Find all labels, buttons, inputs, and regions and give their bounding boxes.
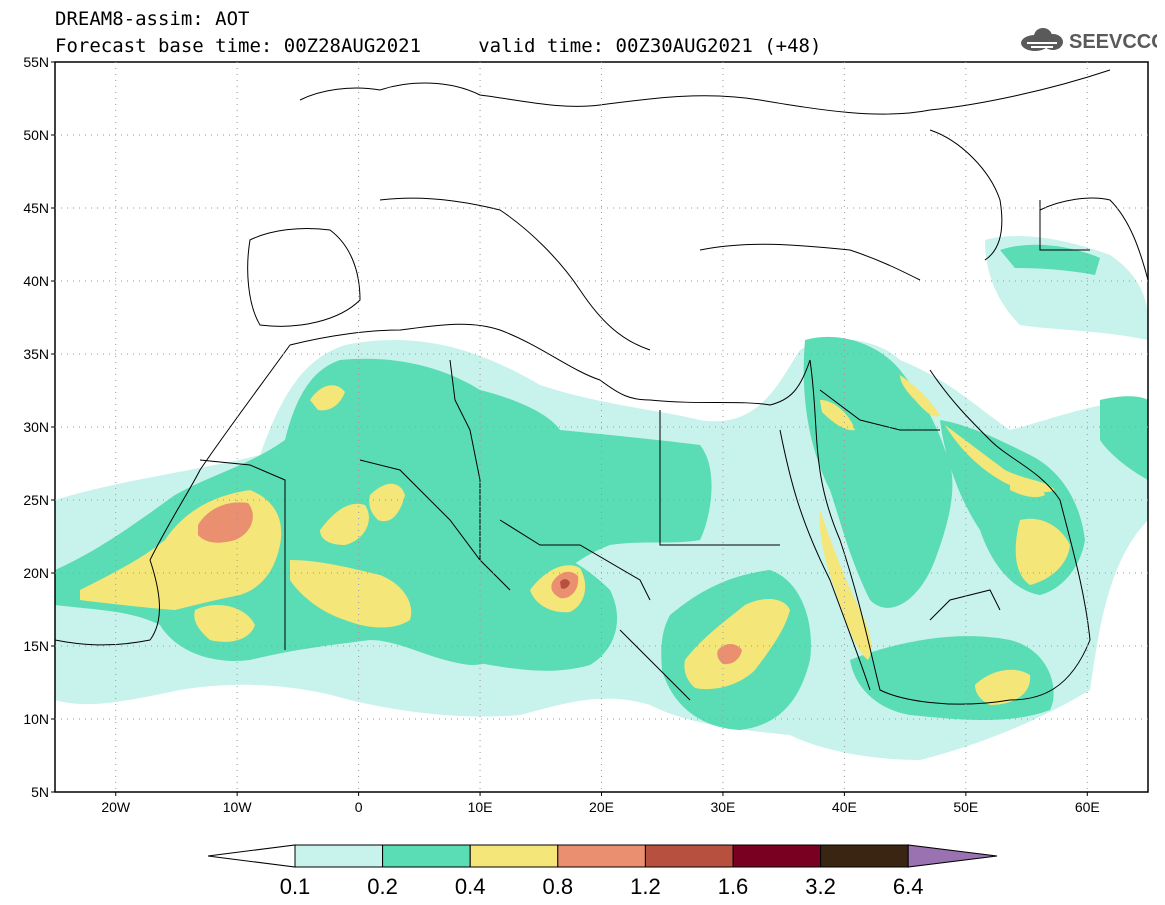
lat-label: 25N [23, 492, 49, 508]
colorbar-bin [644, 844, 734, 868]
colorbar-bin [294, 844, 384, 868]
cloud-icon [1021, 28, 1063, 51]
lon-label: 10E [468, 799, 493, 815]
coastlines-and-borders [55, 69, 1148, 705]
lat-label: 20N [23, 565, 49, 581]
colorbar-label: 3.2 [805, 874, 836, 899]
colorbar-label: 1.2 [630, 874, 661, 899]
lat-label: 5N [31, 784, 49, 800]
lon-label: 20E [589, 799, 614, 815]
colorbar-label: 0.8 [543, 874, 574, 899]
lat-label: 50N [23, 127, 49, 143]
aot-level-1.2 [560, 579, 570, 589]
colorbar-label: 0.2 [367, 874, 398, 899]
logo-text: SEEVCCC [1069, 31, 1157, 53]
lat-label: 30N [23, 419, 49, 435]
colorbar-under-arrow [207, 844, 296, 868]
latitude-labels: 55N 50N 45N 40N 35N 30N 25N 20N 15N 10N 5N [23, 54, 49, 800]
lat-label: 45N [23, 200, 49, 216]
colorbar-label: 6.4 [893, 874, 924, 899]
colorbar-bin [732, 844, 822, 868]
lon-label: 10W [223, 799, 253, 815]
lat-label: 55N [23, 54, 49, 70]
longitude-labels: 20W 10W 0 10E 20E 30E 40E 50E 60E [101, 799, 1099, 815]
colorbar-bin [469, 844, 559, 868]
lat-label: 40N [23, 273, 49, 289]
lon-label: 50E [953, 799, 978, 815]
lon-label: 30E [710, 799, 735, 815]
lat-label: 35N [23, 346, 49, 362]
forecast-times: Forecast base time: 00Z28AUG2021 valid t… [55, 35, 822, 57]
lon-label: 60E [1075, 799, 1100, 815]
colorbar-over-arrow [907, 844, 998, 868]
lat-label: 15N [23, 638, 49, 654]
lat-label: 10N [23, 711, 49, 727]
axis-ticks [51, 61, 1088, 796]
colorbar-label: 0.4 [455, 874, 486, 899]
colorbar-label: 0.1 [280, 874, 311, 899]
colorbar-label: 1.6 [718, 874, 749, 899]
lon-label: 20W [101, 799, 131, 815]
seevccc-logo: SEEVCCC [1021, 28, 1157, 53]
graticule [55, 62, 1148, 792]
colorbar-bin [382, 844, 471, 868]
lon-label: 40E [832, 799, 857, 815]
lon-label: 0 [355, 799, 363, 815]
map-title: DREAM8-assim: AOT [55, 8, 250, 30]
colorbar-bin [557, 844, 646, 868]
colorbar-bin [820, 844, 909, 868]
